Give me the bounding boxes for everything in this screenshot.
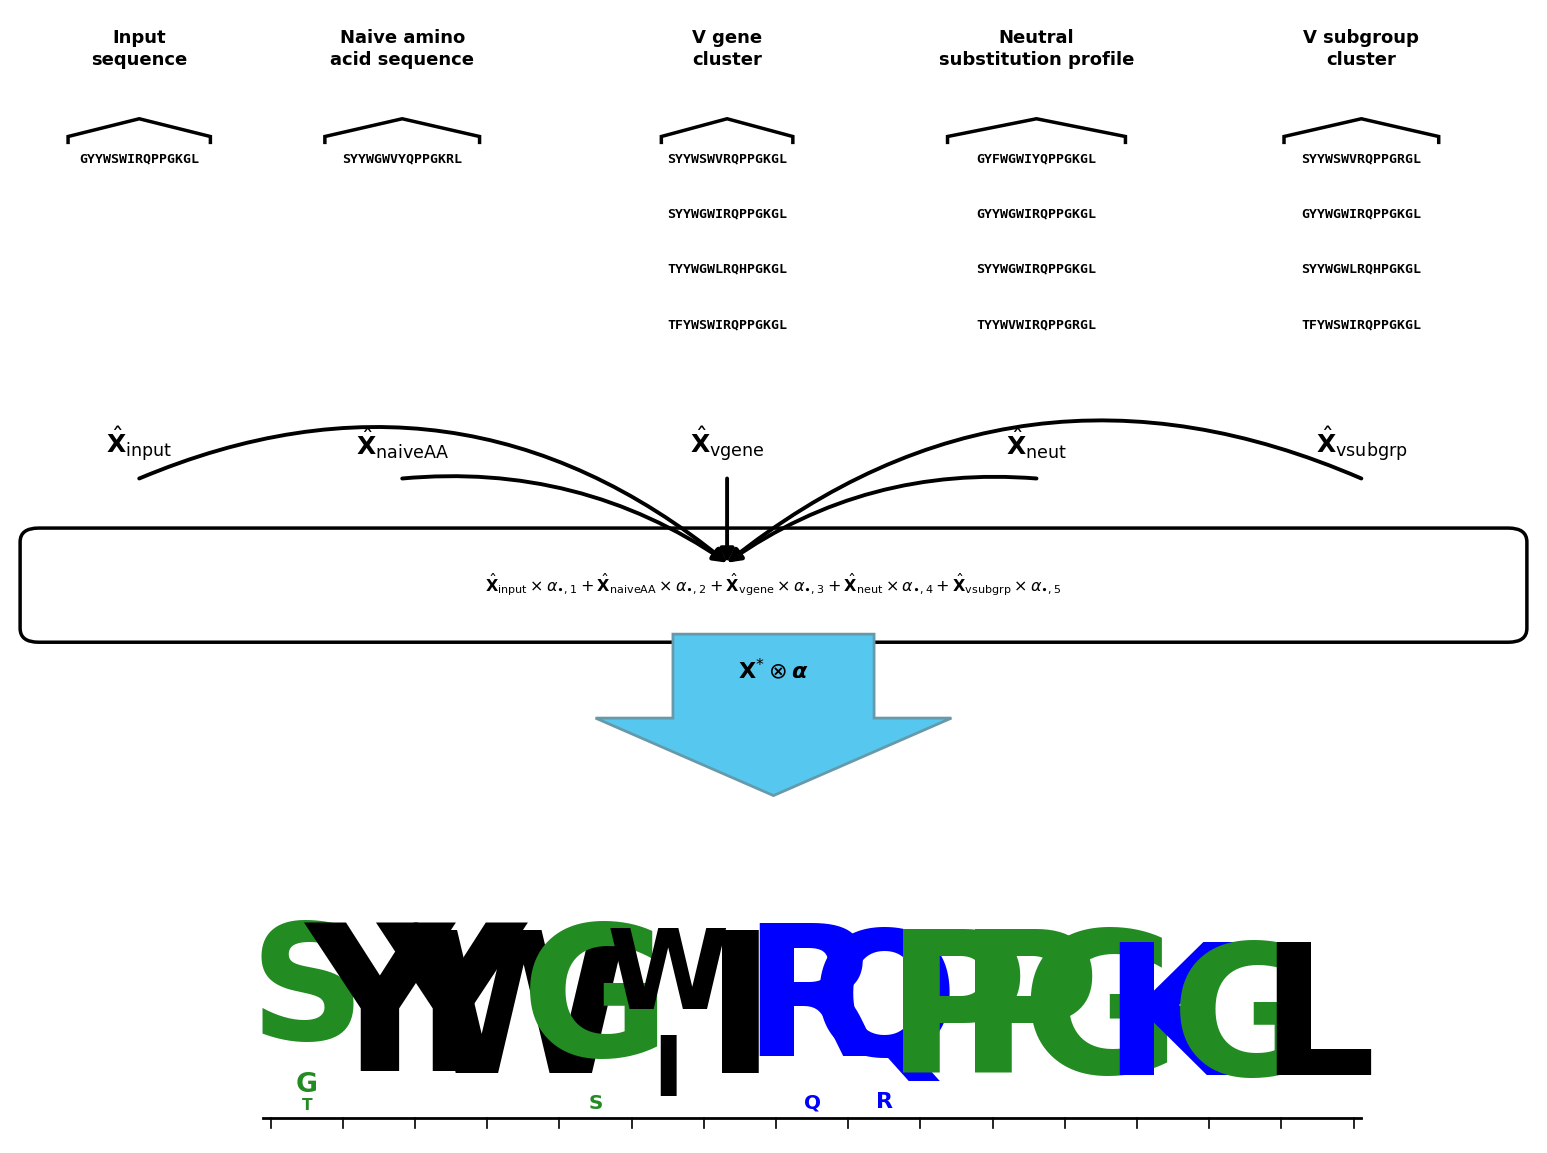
FancyArrowPatch shape — [721, 478, 733, 558]
Text: SYYWGWLRQHPGKGL: SYYWGWLRQHPGKGL — [1301, 263, 1422, 276]
Text: Y: Y — [377, 915, 524, 1113]
FancyArrowPatch shape — [402, 476, 724, 560]
Text: $\hat{\mathbf{X}}_{\mathrm{neut}}$: $\hat{\mathbf{X}}_{\mathrm{neut}}$ — [1006, 427, 1067, 461]
Text: SYYWGWVYQPPGKRL: SYYWGWVYQPPGKRL — [342, 152, 463, 165]
Text: SYYWSWVRQPPGKGL: SYYWSWVRQPPGKGL — [667, 152, 787, 165]
Text: R: R — [876, 1092, 893, 1111]
Text: Q: Q — [804, 1093, 820, 1113]
Text: $\mathbf{X}^{*}\otimes\boldsymbol{\alpha}$: $\mathbf{X}^{*}\otimes\boldsymbol{\alpha… — [738, 657, 809, 683]
Text: TYYWVWIRQPPGRGL: TYYWVWIRQPPGRGL — [976, 318, 1097, 331]
Text: V subgroup
cluster: V subgroup cluster — [1304, 29, 1419, 69]
Text: I: I — [704, 924, 777, 1114]
Polygon shape — [596, 634, 951, 796]
Text: G: G — [521, 918, 670, 1094]
Text: $\hat{\mathbf{X}}_{\mathrm{input}}\times\alpha_{\bullet,1}+\hat{\mathbf{X}}_{\ma: $\hat{\mathbf{X}}_{\mathrm{input}}\times… — [486, 572, 1061, 598]
FancyArrowPatch shape — [730, 421, 1361, 560]
Text: GYYWGWIRQPPGKGL: GYYWGWIRQPPGKGL — [976, 208, 1097, 220]
Text: Neutral
substitution profile: Neutral substitution profile — [939, 29, 1134, 69]
Text: S: S — [588, 1093, 603, 1113]
Text: P: P — [958, 924, 1100, 1114]
Text: W: W — [416, 924, 631, 1114]
Text: SYYWGWIRQPPGKGL: SYYWGWIRQPPGKGL — [667, 208, 787, 220]
Text: $\hat{\mathbf{X}}_{\mathrm{input}}$: $\hat{\mathbf{X}}_{\mathrm{input}}$ — [107, 424, 172, 464]
FancyArrowPatch shape — [139, 427, 724, 560]
Text: G: G — [1171, 937, 1320, 1113]
Text: TFYWSWIRQPPGKGL: TFYWSWIRQPPGKGL — [1301, 318, 1422, 331]
Text: R: R — [743, 918, 882, 1094]
Text: GYYWGWIRQPPGKGL: GYYWGWIRQPPGKGL — [1301, 208, 1422, 220]
Text: K: K — [1103, 937, 1244, 1113]
Text: L: L — [1259, 937, 1375, 1113]
Text: Input
sequence: Input sequence — [91, 29, 187, 69]
Text: SYYWGWIRQPPGKGL: SYYWGWIRQPPGKGL — [976, 263, 1097, 276]
FancyBboxPatch shape — [20, 528, 1527, 642]
Text: GYFWGWIYQPPGKGL: GYFWGWIYQPPGKGL — [976, 152, 1097, 165]
Text: GYYWSWIRQPPGKGL: GYYWSWIRQPPGKGL — [79, 152, 200, 165]
Text: SYYWSWVRQPPGRGL: SYYWSWVRQPPGRGL — [1301, 152, 1422, 165]
Text: T: T — [302, 1098, 312, 1113]
Text: $\hat{\mathbf{X}}_{\mathrm{vgene}}$: $\hat{\mathbf{X}}_{\mathrm{vgene}}$ — [690, 424, 764, 464]
Text: I: I — [653, 1032, 684, 1113]
Text: Q: Q — [811, 924, 958, 1092]
Text: TYYWGWLRQHPGKGL: TYYWGWLRQHPGKGL — [667, 263, 787, 276]
Text: G: G — [1021, 924, 1182, 1114]
Text: S: S — [249, 918, 365, 1072]
Text: P: P — [885, 924, 1029, 1114]
Text: V gene
cluster: V gene cluster — [692, 29, 763, 69]
Text: $\hat{\mathbf{X}}_{\mathrm{vsubgrp}}$: $\hat{\mathbf{X}}_{\mathrm{vsubgrp}}$ — [1315, 424, 1408, 464]
Text: Naive amino
acid sequence: Naive amino acid sequence — [330, 29, 475, 69]
Text: W: W — [606, 925, 729, 1032]
Text: Y: Y — [305, 915, 453, 1113]
Text: $\hat{\mathbf{X}}_{\mathrm{naiveAA}}$: $\hat{\mathbf{X}}_{\mathrm{naiveAA}}$ — [356, 427, 449, 461]
Text: TFYWSWIRQPPGKGL: TFYWSWIRQPPGKGL — [667, 318, 787, 331]
FancyArrowPatch shape — [730, 477, 1036, 560]
Text: G: G — [295, 1072, 317, 1098]
